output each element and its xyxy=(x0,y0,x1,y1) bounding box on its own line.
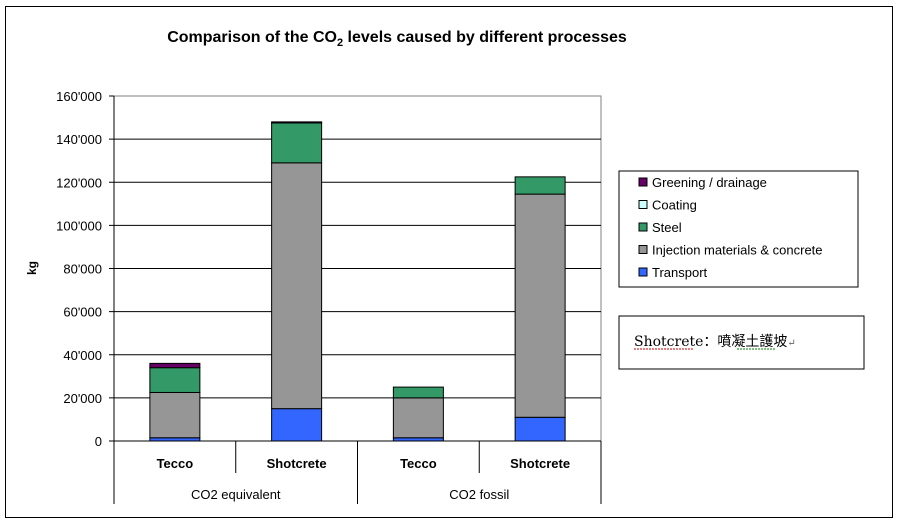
y-tick-label: 0 xyxy=(95,434,102,449)
annotation-box: Shotcrete：噴凝土護坡↵ xyxy=(618,315,865,370)
y-tick-label: 20'000 xyxy=(63,391,102,406)
bar-segment xyxy=(514,193,566,418)
annotation-mark: ↵ xyxy=(787,338,795,349)
annotation-separator: ： xyxy=(703,334,717,350)
bar-segment xyxy=(392,397,444,439)
category-label: Tecco xyxy=(400,456,437,471)
bars xyxy=(149,121,566,442)
group-label: CO2 fossil xyxy=(449,487,509,502)
legend-entry: Greening / drainage xyxy=(652,175,767,190)
legend-swatch xyxy=(638,222,648,232)
bar-segment xyxy=(149,362,201,369)
legend-swatch xyxy=(638,177,648,187)
y-tick-label: 140'000 xyxy=(56,132,102,147)
bar-segment xyxy=(271,162,323,410)
legend-swatch xyxy=(638,267,648,277)
y-tick-label: 100'000 xyxy=(56,218,102,233)
bar-segment xyxy=(271,121,323,124)
legend-entry: Coating xyxy=(652,198,697,213)
bar-segment xyxy=(271,122,323,164)
legend-entry: Transport xyxy=(652,265,708,280)
y-tick-label: 80'000 xyxy=(63,262,102,277)
annotation-text: Shotcrete：噴凝土護坡↵ xyxy=(634,334,796,350)
legend-entry: Injection materials & concrete xyxy=(652,243,823,258)
bar-segment xyxy=(149,391,201,439)
category-label: Shotcrete xyxy=(510,456,570,471)
y-tick-label: 120'000 xyxy=(56,175,102,190)
chart-title: Comparison of the CO2 levels caused by d… xyxy=(167,29,627,49)
y-tick-label: 40'000 xyxy=(63,348,102,363)
annotation-latin: Shotcrete xyxy=(634,334,703,350)
annotation-frame xyxy=(618,315,865,370)
bar-segment xyxy=(271,408,323,442)
y-tick-label: 60'000 xyxy=(63,305,102,320)
bar-segment xyxy=(514,176,566,195)
legend-swatch xyxy=(638,200,648,209)
y-axis-label: kg xyxy=(25,261,39,275)
legend-swatch xyxy=(638,245,648,254)
bar-segment xyxy=(149,367,201,393)
legend-box xyxy=(618,170,859,288)
legend: Greening / drainage Coating Steel Injection… xyxy=(618,170,859,288)
category-label: Tecco xyxy=(157,456,194,471)
y-tick-labels: 0 20'000 40'000 60'000 80'000 100'000 120'000 1… xyxy=(56,89,115,449)
bar-segment xyxy=(514,416,566,442)
legend-entry: Steel xyxy=(652,220,682,235)
category-label: Shotcrete xyxy=(267,456,327,471)
group-label: CO2 equivalent xyxy=(191,487,281,502)
annotation-cjk: 噴凝土護坡 xyxy=(717,334,787,350)
bar-segment xyxy=(392,386,444,399)
y-tick-label: 160'000 xyxy=(56,89,102,104)
category-axis: Tecco Shotcrete Tecco Shotcrete CO2 equivale… xyxy=(113,440,602,504)
